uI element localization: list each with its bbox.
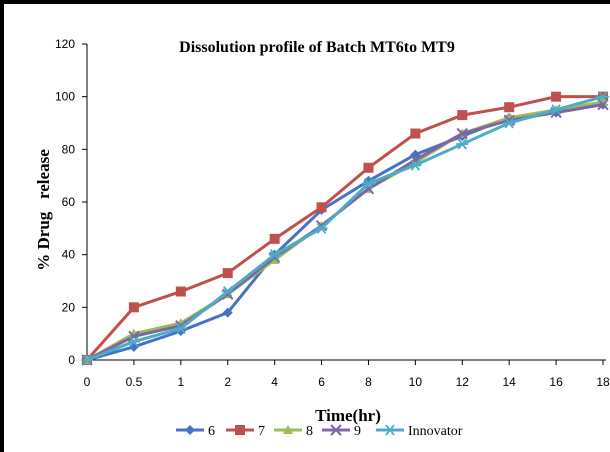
x-tick-label: 0 [84,375,91,389]
series-6 [82,99,608,365]
x-tick-label: 1 [177,375,184,389]
x-tick-label: 18 [596,375,610,389]
x-tick-label: 4 [271,375,278,389]
data-point [269,254,280,264]
data-point [316,202,327,213]
data-point [551,91,562,102]
data-point [222,268,233,279]
chart-title: Dissolution profile of Batch MT6to MT9 [179,39,455,56]
y-tick-label: 60 [62,195,76,209]
legend-marker [185,425,195,435]
data-point [410,128,421,139]
series-innovator [81,91,609,366]
x-axis-label: Time(hr) [315,406,381,425]
legend: 6 7 8 9 Innovator [176,424,463,439]
legend-item: 9 [322,424,361,439]
data-point [503,117,516,129]
data-point [456,138,469,150]
data-point [127,336,140,348]
legend-label: 7 [258,424,265,439]
legend-marker [384,424,396,436]
data-point [222,307,233,318]
y-tick-label: 120 [55,37,75,51]
data-point [221,285,234,298]
x-ticks: 0 0.5 1 2 4 6 8 10 12 14 16 18 [84,360,610,389]
x-tick-label: 2 [224,375,231,389]
data-point [128,302,139,313]
series-9 [81,98,609,366]
x-tick-label: 14 [503,375,517,389]
x-tick-label: 16 [549,375,563,389]
y-tick-label: 0 [68,353,75,367]
series-line [86,103,604,362]
y-tick-label: 20 [62,300,76,314]
data-point [550,104,563,116]
legend-label: 9 [354,424,361,439]
y-axis-label: % Drug release [34,149,53,271]
data-point [362,178,375,190]
x-tick-label: 12 [456,375,470,389]
y-tick-label: 100 [55,90,75,104]
data-point [174,322,187,334]
series-line [86,95,604,362]
data-point [457,110,468,121]
data-point [363,162,374,173]
series-8 [82,96,608,364]
series-line [86,100,604,362]
data-point [81,354,93,366]
x-tick-label: 8 [365,375,372,389]
legend-marker [330,424,342,436]
legend-item: 8 [274,424,313,439]
series-line [85,95,603,361]
data-point [269,233,280,244]
data-point [597,91,609,103]
legend-item: 6 [176,424,215,439]
legend-marker [283,425,293,434]
legend-label: 6 [208,424,215,439]
y-ticks: 0 20 40 60 80 100 120 [55,37,87,367]
legend-marker [235,425,245,435]
series-7 [82,91,608,365]
x-tick-label: 6 [318,375,325,389]
y-tick-label: 80 [62,142,76,156]
data-point [175,286,186,297]
series-line [86,103,604,362]
data-point [504,102,515,113]
legend-item: Innovator [376,424,463,439]
y-tick-label: 40 [62,248,76,262]
legend-label: 8 [306,424,313,439]
legend-item: 7 [226,424,265,439]
legend-label: Innovator [408,424,463,439]
x-tick-label: 10 [409,375,423,389]
data-point [409,159,422,171]
x-tick-label: 0.5 [126,375,143,389]
series-group [81,91,609,366]
data-point [268,249,281,261]
data-point [315,222,328,234]
data-point [456,127,468,140]
